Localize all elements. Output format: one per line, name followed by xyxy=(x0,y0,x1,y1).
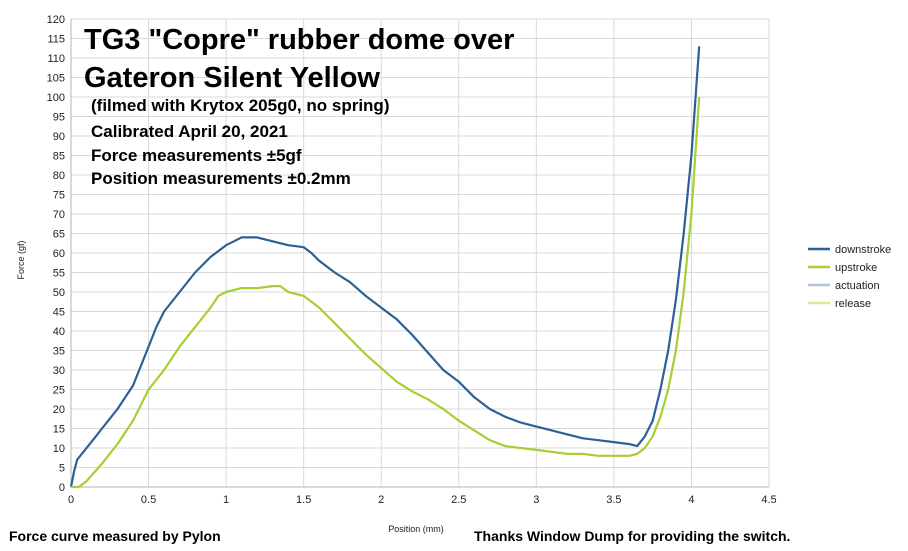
x-tick-label: 3 xyxy=(533,494,539,506)
y-tick-label: 105 xyxy=(47,73,65,85)
x-tick-label: 2.5 xyxy=(451,494,466,506)
y-tick-label: 0 xyxy=(59,482,65,494)
y-tick-label: 115 xyxy=(47,34,65,46)
x-tick-label: 4.5 xyxy=(761,494,776,506)
chart-annotation-line: Position measurements ±0.2mm xyxy=(91,169,351,188)
y-axis-title: Force (gf) xyxy=(16,240,26,279)
chart-annotation-line: TG3 "Copre" rubber dome over xyxy=(84,24,514,56)
y-tick-label: 85 xyxy=(53,151,65,163)
series-line-downstroke xyxy=(69,46,701,488)
y-tick-label: 45 xyxy=(53,307,65,319)
y-tick-label: 50 xyxy=(53,287,65,299)
y-tick-label: 20 xyxy=(53,404,65,416)
x-tick-label: 0 xyxy=(68,494,74,506)
y-tick-label: 80 xyxy=(53,170,65,182)
x-tick-label: 4 xyxy=(688,494,694,506)
legend-label-upstroke: upstroke xyxy=(835,262,877,274)
y-tick-label: 35 xyxy=(53,346,65,358)
y-tick-label: 70 xyxy=(53,209,65,221)
x-tick-label: 1.5 xyxy=(296,494,311,506)
legend-label-downstroke: downstroke xyxy=(835,244,891,256)
title-annotations: TG3 "Copre" rubber dome over Gateron Sile… xyxy=(84,24,514,188)
chart-annotation-line: Force measurements ±5gf xyxy=(91,146,302,165)
grid-lines xyxy=(70,18,770,488)
y-tick-label: 30 xyxy=(53,365,65,377)
y-tick-label: 5 xyxy=(59,463,65,475)
series-lines xyxy=(69,46,701,489)
chart-annotation-line: (filmed with Krytox 205g0, no spring) xyxy=(91,96,389,115)
x-tick-label: 1 xyxy=(223,494,229,506)
chart-annotation-line: Calibrated April 20, 2021 xyxy=(91,122,288,141)
chart-annotation-line: Gateron Silent Yellow xyxy=(84,62,380,94)
y-tick-label: 55 xyxy=(53,268,65,280)
y-tick-label: 15 xyxy=(53,424,65,436)
x-tick-label: 0.5 xyxy=(141,494,156,506)
series-line-upstroke xyxy=(71,96,701,489)
x-axis-title: Position (mm) xyxy=(388,524,444,534)
y-tick-label: 95 xyxy=(53,112,65,124)
legend: downstroke upstroke actuation release xyxy=(808,244,891,310)
x-tick-label: 2 xyxy=(378,494,384,506)
y-tick-label: 90 xyxy=(53,131,65,143)
y-tick-label: 65 xyxy=(53,229,65,241)
legend-label-release: release xyxy=(835,298,871,310)
footer-credit-left: Force curve measured by Pylon xyxy=(9,528,221,544)
legend-label-actuation: actuation xyxy=(835,280,880,292)
y-tick-label: 100 xyxy=(47,92,65,104)
x-tick-label: 3.5 xyxy=(606,494,621,506)
y-tick-label: 40 xyxy=(53,326,65,338)
axes: 0510152025303540455055606570758085909510… xyxy=(47,14,777,506)
y-tick-label: 75 xyxy=(53,190,65,202)
footer-credit-right: Thanks Window Dump for providing the swi… xyxy=(474,528,791,544)
y-tick-label: 25 xyxy=(53,385,65,397)
y-tick-label: 110 xyxy=(47,53,65,65)
y-tick-label: 10 xyxy=(53,443,65,455)
y-tick-label: 60 xyxy=(53,248,65,260)
y-tick-label: 120 xyxy=(47,14,65,26)
